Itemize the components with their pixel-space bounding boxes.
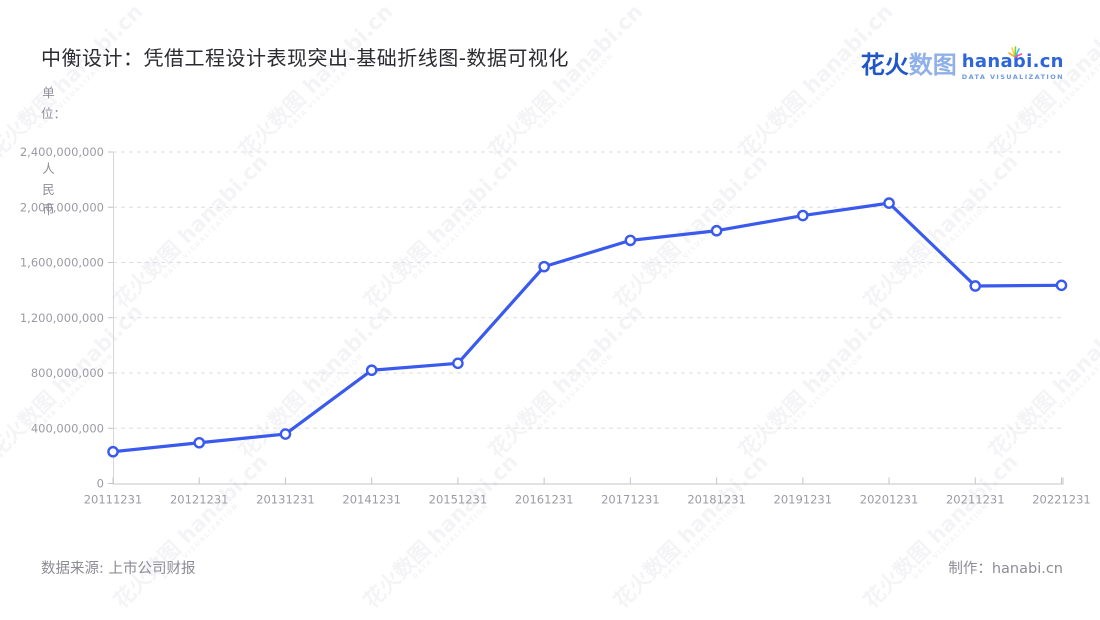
logo-en-text: hanabi.cn [961,51,1064,72]
y-tick-label: 2,400,000,000 [20,145,104,159]
y-tick-label: 800,000,000 [31,366,104,380]
logo-cn-text: 花火数图 [861,50,957,80]
x-tick-label: 20171231 [601,493,660,507]
x-tick-label: 20161231 [515,493,574,507]
data-point [279,428,292,440]
data-source-label: 数据来源: 上市公司财报 [41,561,196,577]
data-point [883,197,895,209]
x-tick-label: 20121231 [170,493,229,507]
y-tick-label: 400,000,000 [31,421,104,435]
y-tick-label: 1,600,000,000 [20,256,104,270]
data-point [365,364,378,377]
data-point [107,445,119,458]
x-tick-label: 20191231 [774,493,833,507]
y-axis-unit-label-bottom: 人民币 [42,161,55,217]
y-tick-label: 1,200,000,000 [20,311,104,325]
x-tick-label: 20221231 [1032,493,1091,507]
page-title: 中衡设计：凭借工程设计表现突出-基础折线图-数据可视化 [41,46,569,70]
logo-cn-primary: 花火 [860,51,909,79]
x-tick-label: 20151231 [429,493,488,507]
y-tick-label: 2,000,000,000 [20,200,104,214]
series-line [111,201,1064,454]
y-tick-label: 0 [97,477,104,491]
data-point [710,224,723,237]
y-axis-unit-label-top: 单位： [41,85,67,121]
x-tick-label: 20111231 [84,493,143,507]
x-tick-label: 20211231 [946,493,1005,507]
data-point [193,436,206,449]
logo-en-block: hanabi.cn DATA VISUALIZATION [961,46,1064,81]
x-tick-label: 20141231 [342,493,401,507]
x-tick-label: 20201231 [860,493,919,507]
x-tick-label: 20131231 [256,493,315,507]
data-point [797,209,809,222]
hanabi-logo: 花火数图 hanabi.cn DATA VISUALIZATION [861,46,1064,81]
firework-sparkle-icon [1006,43,1024,62]
logo-cn-secondary: 数图 [908,51,957,79]
logo-tagline: DATA VISUALIZATION [961,73,1064,81]
credit-label: 制作：hanabi.cn [948,561,1063,577]
data-point [452,357,464,370]
data-point [538,260,550,273]
data-point [1055,279,1068,292]
data-point [969,280,982,292]
data-point [624,234,637,247]
x-tick-label: 20181231 [687,493,746,507]
